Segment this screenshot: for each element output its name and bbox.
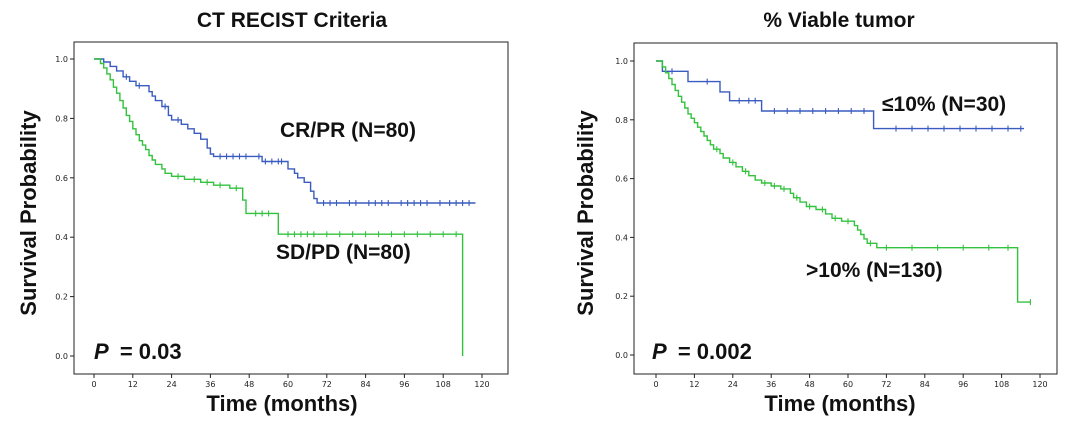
right-curves [656, 60, 1031, 306]
left-series-label-1: CR/PR (N=80) [280, 119, 416, 142]
right-panel-title: % Viable tumor [763, 9, 914, 32]
right-x-axis-label: Time (months) [764, 391, 915, 416]
right-x-tick-label: 48 [805, 380, 815, 389]
right-x-tick-label: 108 [994, 380, 1009, 389]
left-panel: CT RECIST Criteria Survival Probability … [16, 9, 509, 416]
right-y-tick-label: 0.0 [615, 351, 628, 360]
right-y-axis-label: Survival Probability [573, 110, 598, 316]
left-y-tick-label: 0.2 [55, 293, 68, 302]
left-x-tick-label: 36 [205, 380, 215, 389]
left-x-tick-label: 120 [474, 380, 489, 389]
left-y-tick-label: 1.0 [55, 55, 68, 64]
left-curves [94, 58, 476, 356]
left-curve-low [94, 58, 476, 204]
right-p-symbol: P [652, 339, 667, 364]
right-x-tick-label: 36 [766, 380, 776, 389]
left-x-tick-label: 48 [244, 380, 254, 389]
right-x-tick-label: 120 [1032, 380, 1047, 389]
left-plot-frame [73, 41, 509, 375]
left-panel-title: CT RECIST Criteria [197, 9, 388, 32]
right-p-number: = 0.002 [678, 339, 752, 364]
left-p-number: = 0.03 [120, 339, 182, 364]
right-x-tick-label: 96 [958, 380, 968, 389]
left-x-tick-label: 108 [436, 380, 451, 389]
right-panel: % Viable tumor Survival Probability Time… [573, 9, 1058, 416]
right-ticks: 0 12 24 36 48 60 72 84 96 108 120 0.0 0.2 0.4 0.6 0.8 1.… [615, 57, 1047, 389]
right-x-tick-label: 0 [653, 380, 658, 389]
left-y-tick-label: 0.8 [55, 114, 68, 123]
right-plot-frame [633, 42, 1058, 375]
right-y-tick-label: 1.0 [615, 57, 628, 66]
left-series-label-2: SD/PD (N=80) [276, 241, 411, 264]
left-p-symbol: P [94, 339, 109, 364]
right-y-tick-label: 0.8 [615, 116, 628, 125]
left-x-tick-label: 60 [283, 380, 293, 389]
right-curve-low [656, 60, 1024, 130]
right-x-tick-label: 12 [689, 380, 699, 389]
left-y-tick-label: 0.6 [55, 174, 68, 183]
right-y-tick-label: 0.6 [615, 175, 628, 184]
left-x-tick-label: 0 [91, 380, 96, 389]
left-x-axis-label: Time (months) [206, 391, 357, 416]
left-p-value: P = 0.03 [94, 339, 182, 364]
right-x-tick-label: 60 [843, 380, 853, 389]
right-series-label-2: >10% (N=130) [806, 259, 943, 282]
right-x-tick-label: 24 [728, 380, 738, 389]
left-x-tick-label: 84 [361, 380, 371, 389]
left-y-tick-label: 0.4 [55, 233, 68, 242]
left-y-axis-label: Survival Probability [16, 110, 41, 316]
right-y-tick-label: 0.2 [615, 292, 628, 301]
left-x-tick-label: 24 [167, 380, 177, 389]
left-y-tick-label: 0.0 [55, 352, 68, 361]
left-x-tick-label: 72 [322, 380, 332, 389]
right-curve-high [656, 60, 1031, 303]
left-ticks: 0 12 24 36 48 60 72 84 96 108 120 0.0 0.2 0.4 0.6 0.8 1.… [55, 55, 489, 389]
left-x-tick-label: 96 [399, 380, 409, 389]
left-curve-high [94, 58, 464, 356]
right-p-value: P = 0.002 [652, 339, 752, 364]
right-x-tick-label: 72 [881, 380, 891, 389]
right-y-tick-label: 0.4 [615, 233, 628, 242]
right-series-label-1: ≤10% (N=30) [882, 93, 1006, 116]
right-x-tick-label: 84 [920, 380, 930, 389]
left-x-tick-label: 12 [128, 380, 138, 389]
